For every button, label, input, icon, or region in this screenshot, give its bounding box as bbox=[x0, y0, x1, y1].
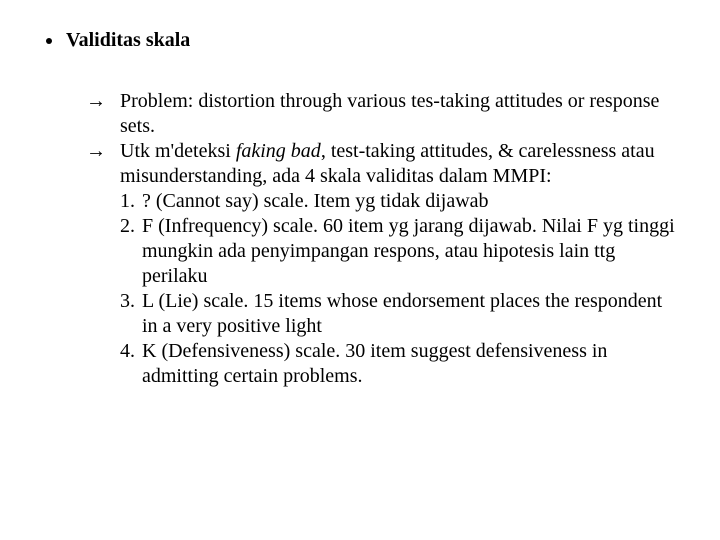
arrow-item-1: → Problem: distortion through various te… bbox=[86, 89, 680, 139]
numbered-item-2: 2. F (Infrequency) scale. 60 item yg jar… bbox=[120, 214, 680, 289]
arrow-item-1-text: Problem: distortion through various tes-… bbox=[120, 89, 680, 139]
numbered-item-4-text: K (Defensiveness) scale. 30 item suggest… bbox=[142, 339, 680, 389]
lead-text-a: Utk m'deteksi bbox=[120, 140, 236, 162]
lead-text-italic: faking bad bbox=[236, 140, 321, 162]
numbered-item-1-text: ? (Cannot say) scale. Item yg tidak dija… bbox=[142, 189, 680, 214]
numbered-item-4: 4. K (Defensiveness) scale. 30 item sugg… bbox=[120, 339, 680, 389]
number-label: 4. bbox=[120, 339, 142, 364]
numbered-item-1: 1. ? (Cannot say) scale. Item yg tidak d… bbox=[120, 189, 680, 214]
number-label: 3. bbox=[120, 289, 142, 314]
arrow-right-icon: → bbox=[86, 89, 120, 114]
arrow-item-2-text: Utk m'deteksi faking bad, test-taking at… bbox=[120, 139, 680, 189]
arrow-right-icon: → bbox=[86, 139, 120, 164]
numbered-item-3-text: L (Lie) scale. 15 items whose endorsemen… bbox=[142, 289, 680, 339]
numbered-item-2-text: F (Infrequency) scale. 60 item yg jarang… bbox=[142, 214, 680, 289]
bullet-dot-icon bbox=[46, 38, 52, 44]
content-block: → Problem: distortion through various te… bbox=[86, 89, 680, 389]
heading-text: Validitas skala bbox=[66, 28, 190, 53]
number-label: 1. bbox=[120, 189, 142, 214]
numbered-list: 1. ? (Cannot say) scale. Item yg tidak d… bbox=[120, 189, 680, 389]
slide-page: Validitas skala → Problem: distortion th… bbox=[0, 0, 720, 540]
arrow-item-2: → Utk m'deteksi faking bad, test-taking … bbox=[86, 139, 680, 189]
numbered-item-3: 3. L (Lie) scale. 15 items whose endorse… bbox=[120, 289, 680, 339]
number-label: 2. bbox=[120, 214, 142, 239]
heading-bullet-row: Validitas skala bbox=[40, 28, 680, 53]
